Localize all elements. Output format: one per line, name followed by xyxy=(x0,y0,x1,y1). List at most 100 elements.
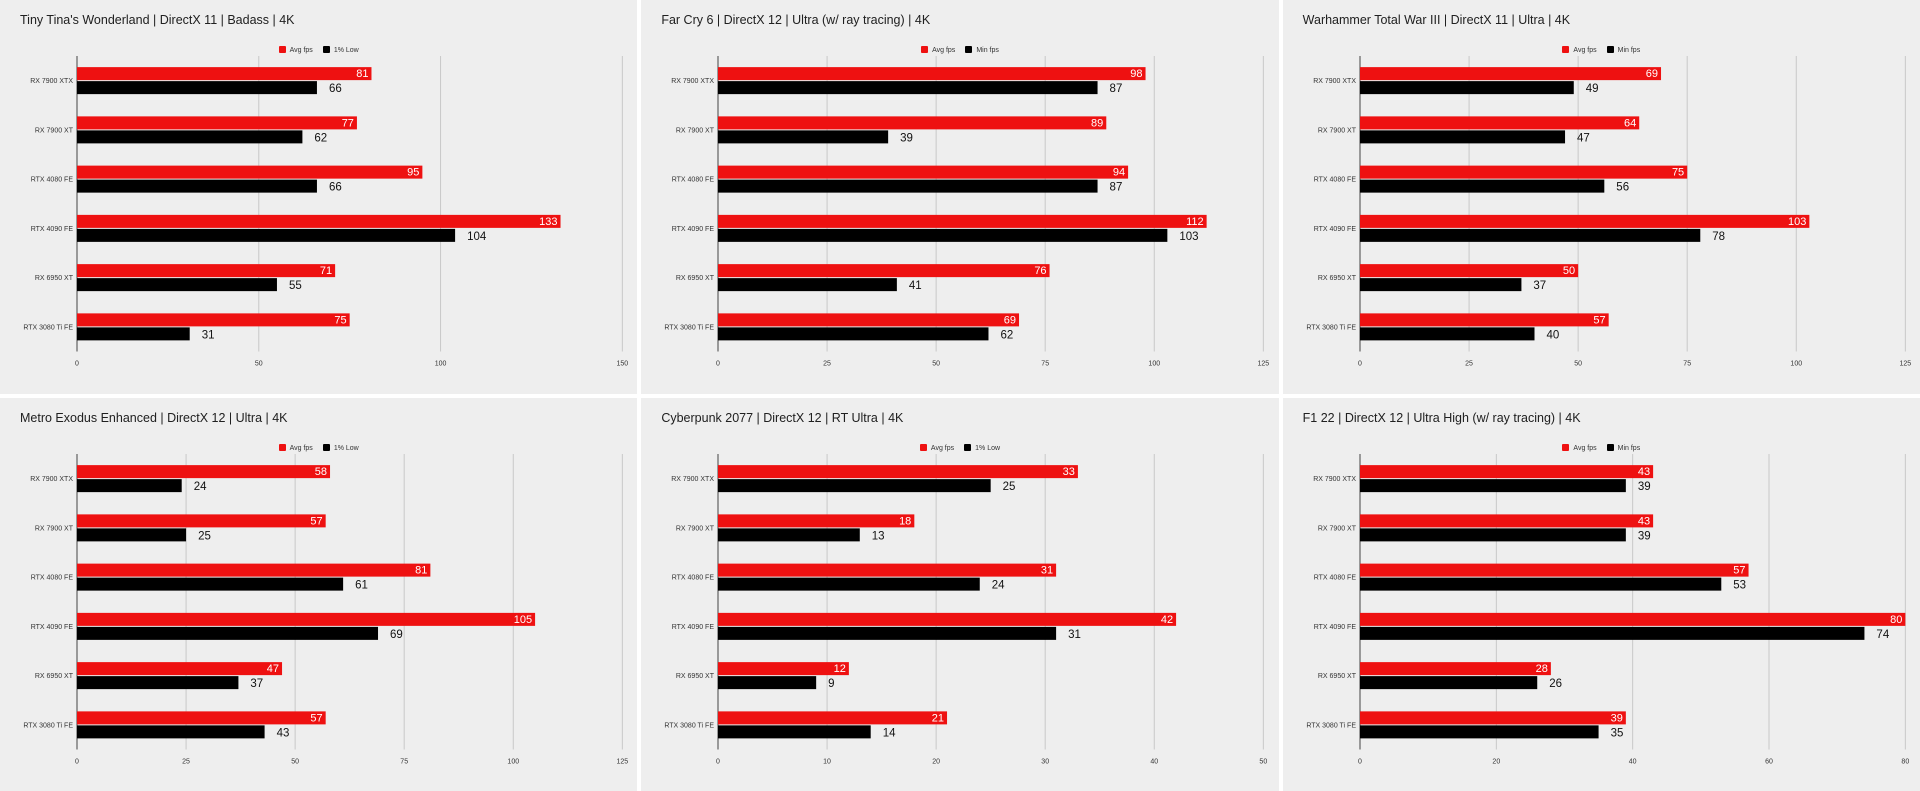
category-label: RTX 4080 FE xyxy=(31,574,74,581)
category-label: RTX 4080 FE xyxy=(31,177,74,184)
bar-min xyxy=(718,527,861,541)
category-label: RTX 4090 FE xyxy=(1313,226,1356,233)
data-label: 24 xyxy=(194,481,207,493)
x-tick-label: 100 xyxy=(1149,361,1161,368)
x-tick-label: 80 xyxy=(1901,758,1909,765)
x-tick-label: 25 xyxy=(1465,361,1473,368)
x-tick-label: 20 xyxy=(1492,758,1500,765)
chart-legend: Avg fps 1% Low xyxy=(0,46,637,54)
legend-swatch xyxy=(1562,443,1570,451)
x-tick-label: 0 xyxy=(716,361,720,368)
bar-avg xyxy=(1359,313,1609,327)
legend-entry: Min fps xyxy=(1606,443,1641,452)
category-label: RTX 4090 FE xyxy=(1313,623,1356,630)
x-tick-label: 100 xyxy=(1790,361,1802,368)
data-label: 76 xyxy=(1035,265,1047,277)
bar-min xyxy=(1359,228,1700,242)
data-label: 14 xyxy=(883,727,896,739)
chart-panel-5: Cyberpunk 2077 | DirectX 12 | RT Ultra |… xyxy=(641,397,1279,791)
chart-legend: Avg fps Min fps xyxy=(1283,46,1920,54)
data-label: 104 xyxy=(467,231,487,243)
x-tick-label: 60 xyxy=(1765,758,1773,765)
bar-min xyxy=(1359,577,1721,591)
x-tick-label: 50 xyxy=(1260,758,1268,765)
legend-label: Min fps xyxy=(1617,444,1641,452)
bar-avg xyxy=(718,661,850,675)
x-tick-label: 50 xyxy=(255,361,263,368)
data-label: 18 xyxy=(899,515,911,527)
bar-avg xyxy=(718,264,1050,278)
x-tick-label: 75 xyxy=(1683,361,1691,368)
bar-avg xyxy=(77,710,326,724)
legend-entry: 1% Low xyxy=(322,443,359,452)
chart-title: Far Cry 6 | DirectX 12 | Ultra (w/ ray t… xyxy=(661,13,931,27)
bar-avg xyxy=(77,165,423,179)
x-tick-label: 125 xyxy=(1258,361,1270,368)
data-label: 43 xyxy=(1638,466,1650,478)
legend-entry: Avg fps xyxy=(1562,443,1597,452)
bar-min xyxy=(1359,724,1599,738)
bar-avg xyxy=(718,214,1207,228)
legend-swatch xyxy=(965,46,973,53)
data-label: 43 xyxy=(1638,515,1650,527)
data-label: 47 xyxy=(267,663,279,675)
bar-min xyxy=(718,179,1098,193)
legend-swatch xyxy=(1562,46,1570,53)
bar-avg xyxy=(77,313,350,327)
data-label: 43 xyxy=(277,727,290,739)
data-label: 31 xyxy=(202,329,215,341)
bar-min xyxy=(718,577,981,591)
category-label: RX 7900 XTX xyxy=(672,78,715,85)
x-tick-label: 0 xyxy=(716,758,720,765)
data-label: 62 xyxy=(314,132,327,144)
legend-label: 1% Low xyxy=(333,444,359,452)
data-label: 58 xyxy=(315,466,327,478)
legend-entry: Min fps xyxy=(965,46,999,54)
x-tick-label: 50 xyxy=(291,758,299,765)
category-label: RTX 4080 FE xyxy=(1313,177,1356,184)
legend-swatch xyxy=(278,443,286,451)
data-label: 94 xyxy=(1113,167,1125,179)
data-label: 57 xyxy=(310,712,322,724)
legend-label: Avg fps xyxy=(1573,444,1597,452)
category-label: RTX 4080 FE xyxy=(1313,574,1356,581)
bar-min xyxy=(77,228,456,242)
legend-entry: Min fps xyxy=(1606,46,1640,54)
bar-avg xyxy=(718,464,1079,478)
data-label: 21 xyxy=(932,712,944,724)
legend-label: Avg fps xyxy=(930,444,955,452)
bar-avg xyxy=(718,313,1020,327)
data-label: 41 xyxy=(909,280,922,292)
x-tick-label: 100 xyxy=(435,361,447,368)
data-label: 25 xyxy=(1003,481,1016,493)
bar-avg xyxy=(77,513,326,527)
category-label: RX 7900 XT xyxy=(676,525,715,532)
chart-title: F1 22 | DirectX 12 | Ultra High (w/ ray … xyxy=(1302,410,1581,425)
bar-avg xyxy=(1359,67,1661,81)
bar-min xyxy=(1359,81,1574,95)
data-label: 47 xyxy=(1577,132,1590,144)
category-label: RTX 4080 FE xyxy=(672,177,715,184)
data-label: 98 xyxy=(1131,68,1143,80)
bar-min xyxy=(77,327,190,341)
bar-min xyxy=(1359,278,1522,292)
chart-panel-4: Metro Exodus Enhanced | DirectX 12 | Ult… xyxy=(0,397,638,791)
bar-min xyxy=(77,81,317,95)
legend-entry: Avg fps xyxy=(278,46,313,54)
data-label: 28 xyxy=(1535,663,1547,675)
bar-avg xyxy=(718,165,1129,179)
legend-swatch xyxy=(322,443,330,451)
bar-min xyxy=(1359,675,1537,689)
data-label: 64 xyxy=(1624,117,1636,129)
category-label: RX 7900 XT xyxy=(1318,127,1357,134)
data-label: 62 xyxy=(1001,329,1014,341)
legend-swatch xyxy=(921,46,929,53)
x-tick-label: 20 xyxy=(933,758,941,765)
chart-legend: Avg fps 1% Low xyxy=(0,443,637,452)
data-label: 56 xyxy=(1616,182,1629,194)
data-label: 49 xyxy=(1585,83,1598,95)
category-label: RX 7900 XTX xyxy=(30,78,73,85)
data-label: 31 xyxy=(1068,628,1081,640)
legend-label: Min fps xyxy=(976,47,999,54)
bar-chart-svg: 0 50 100 150 RX 7900 XTX 81 66 RX 7900 XT 77 62 RT… xyxy=(23,56,628,368)
